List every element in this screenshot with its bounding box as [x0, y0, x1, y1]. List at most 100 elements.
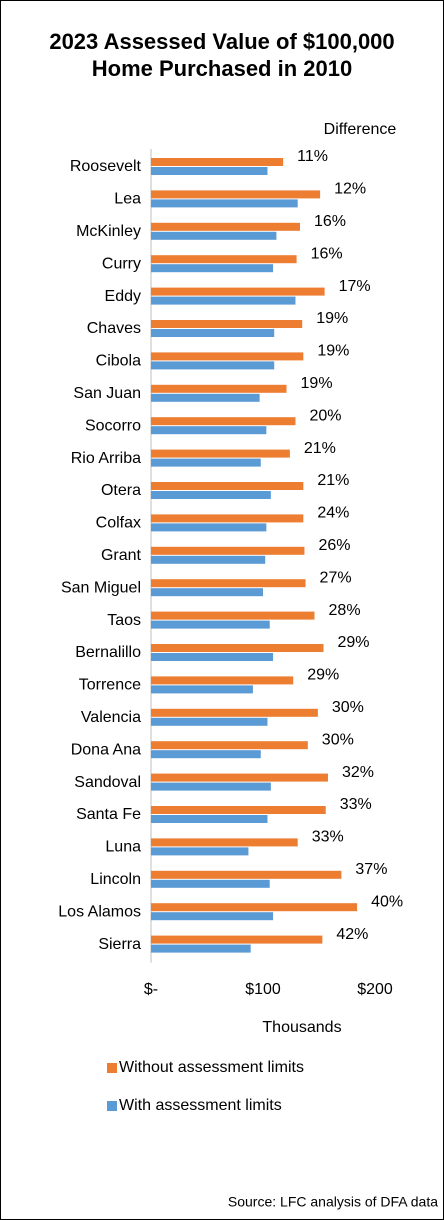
annotation-header: Difference [324, 121, 397, 138]
bar [151, 255, 297, 264]
annotation: 21% [317, 472, 349, 489]
annotation: 24% [317, 505, 349, 522]
bar [151, 879, 270, 888]
y-tick-label: Roosevelt [70, 158, 142, 175]
annotation: 32% [342, 764, 374, 781]
annotation: 33% [312, 829, 344, 846]
bar [151, 546, 305, 555]
bar [151, 514, 304, 523]
annotation: 16% [311, 245, 343, 262]
annotation: 29% [307, 667, 339, 684]
y-tick-label: McKinley [76, 223, 141, 240]
bar [151, 685, 253, 694]
bar [151, 815, 268, 823]
bar [151, 190, 321, 199]
y-tick-label: Valencia [81, 709, 141, 726]
annotation: 30% [332, 699, 364, 716]
y-tick-label: Socorro [85, 417, 141, 434]
x-tick-label: $200 [357, 981, 393, 998]
bar [151, 393, 260, 402]
bar [151, 296, 296, 305]
bar [151, 653, 274, 661]
y-tick-label: Otera [101, 482, 141, 499]
bar [151, 384, 287, 393]
bar [151, 158, 284, 166]
annotation: 19% [301, 375, 333, 392]
annotation: 19% [317, 343, 349, 360]
y-tick-label: Lea [114, 191, 141, 208]
legend-label: With assessment limits [119, 1097, 282, 1114]
y-tick-label: Grant [101, 547, 142, 564]
bar [151, 555, 266, 564]
bar [151, 870, 342, 879]
bar [151, 287, 325, 296]
y-tick-label: Dona Ana [71, 741, 141, 758]
y-tick-label: Cibola [96, 353, 141, 370]
y-tick-label: Colfax [96, 515, 141, 532]
bar [151, 361, 275, 370]
bar [151, 449, 290, 458]
bar [151, 773, 328, 782]
y-tick-label: San Juan [73, 385, 141, 402]
bar [151, 806, 326, 814]
annotation: 40% [371, 893, 403, 910]
legend-swatch [107, 1101, 117, 1111]
bar [151, 579, 306, 588]
annotation: 28% [329, 602, 361, 619]
bar [151, 491, 271, 499]
bar [151, 329, 275, 337]
bar [151, 167, 268, 175]
chart-title: 2023 Assessed Value of $100,000 Home Pur… [49, 29, 395, 81]
bar [151, 741, 308, 750]
y-tick-label: Sandoval [74, 774, 141, 791]
bar [151, 750, 261, 759]
bar [151, 912, 274, 921]
annotation: 16% [314, 213, 346, 230]
y-tick-label: Curry [102, 255, 141, 272]
y-tick-label: Santa Fe [76, 806, 141, 823]
bar [151, 611, 315, 620]
bar [151, 458, 261, 467]
x-tick-label: $- [144, 981, 158, 998]
annotation: 20% [309, 407, 341, 424]
bar [151, 264, 274, 273]
bar [151, 838, 298, 847]
y-tick-label: Rio Arriba [71, 450, 141, 467]
y-tick-label: Bernalillo [75, 644, 141, 661]
y-tick-label: Luna [105, 839, 141, 856]
annotation: 26% [318, 537, 350, 554]
annotation: 37% [355, 861, 387, 878]
annotation: 33% [340, 796, 372, 813]
bar [151, 482, 304, 490]
bar [151, 717, 268, 726]
bar [151, 199, 298, 208]
legend-swatch [107, 1063, 117, 1073]
annotation: 30% [322, 731, 354, 748]
bar [151, 708, 318, 717]
bar [151, 944, 251, 953]
bar [151, 222, 300, 231]
y-tick-label: Torrence [79, 677, 141, 694]
annotation: 42% [336, 926, 368, 943]
legend-label: Without assessment limits [119, 1059, 304, 1076]
y-tick-label: San Miguel [61, 579, 141, 596]
bar [151, 782, 271, 791]
annotation: 19% [316, 310, 348, 327]
annotation: 21% [304, 440, 336, 457]
bar [151, 903, 358, 912]
bar [151, 935, 323, 944]
annotation: 27% [320, 569, 352, 586]
annotation: 11% [297, 148, 328, 165]
source: Source: LFC analysis of DFA data [228, 1194, 438, 1210]
bar [151, 644, 324, 652]
bar [151, 320, 303, 328]
bar [151, 676, 294, 685]
annotation: 29% [337, 634, 369, 651]
y-tick-label: Lincoln [90, 871, 141, 888]
annotation: 17% [339, 278, 371, 295]
bar [151, 417, 296, 426]
x-tick-label: $100 [245, 981, 281, 998]
